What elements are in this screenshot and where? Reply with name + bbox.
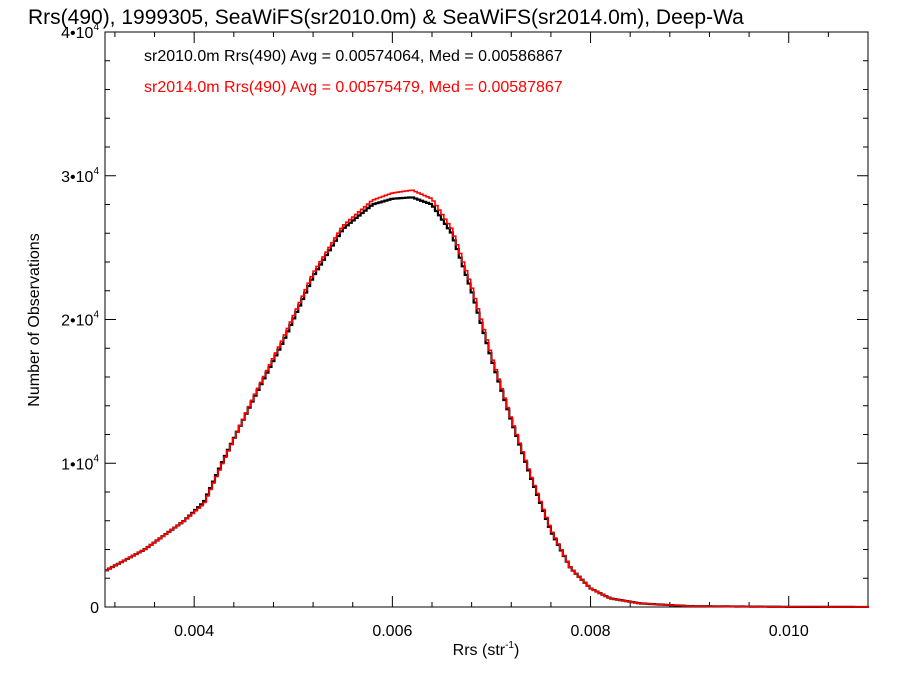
series-layer [105, 189, 869, 609]
x-tick-label: 0.008 [571, 623, 611, 640]
x-axis-label-tail: ) [514, 642, 519, 659]
x-tick-label: 0.004 [174, 623, 214, 640]
legend-entry-sr2014: sr2014.0m Rrs(490) Avg = 0.00575479, Med… [144, 79, 563, 96]
y-axis-label: Number of Observations [26, 233, 43, 406]
y-tick-label: 1•104 [61, 453, 99, 473]
plot-frame [104, 31, 869, 608]
x-axis-label-main: Rrs (str [453, 642, 506, 659]
x-tick-labels: 0.004 0.006 0.008 0.010 [174, 623, 809, 640]
x-tick-label: 0.010 [769, 623, 809, 640]
x-tick-label: 0.006 [372, 623, 412, 640]
y-tick-labels: 0 1•104 2•104 3•104 4•104 [61, 22, 99, 617]
y-tick-label: 0 [90, 600, 99, 617]
legend-entry-sr2010: sr2010.0m Rrs(490) Avg = 0.00574064, Med… [144, 48, 563, 65]
y-tick-label: 4•104 [61, 22, 99, 42]
y-tick-label: 2•104 [61, 310, 99, 330]
axis-ticks [105, 31, 869, 608]
series-sr2010-line [105, 196, 869, 609]
chart-title: Rrs(490), 1999305, SeaWiFS(sr2010.0m) & … [28, 6, 744, 29]
y-tick-label: 3•104 [61, 166, 99, 186]
x-axis-label-sup: -1 [505, 640, 514, 651]
x-axis-label: Rrs (str-1) [453, 640, 520, 659]
series-sr2014-line [105, 189, 869, 608]
